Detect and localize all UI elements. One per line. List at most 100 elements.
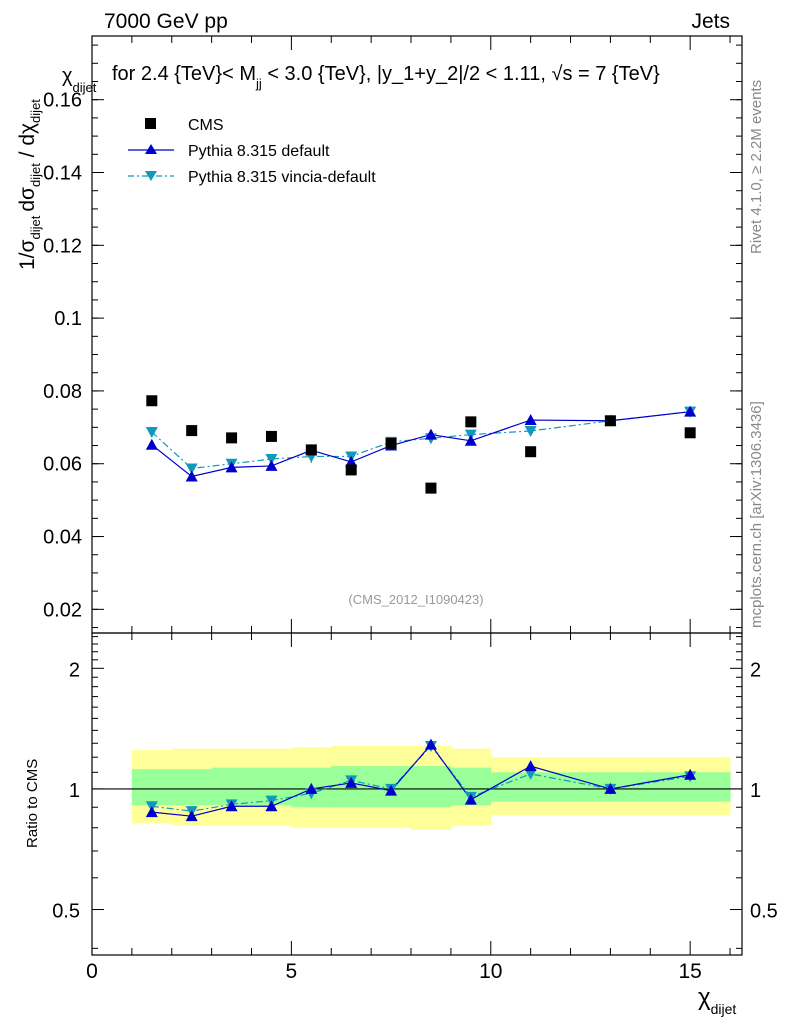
ylabel-dsigma-sub: dijet [28,163,43,187]
series-line-pythia-default [151,411,691,478]
ratio-point-pythia-default [305,782,318,794]
ratio-point-vincia [524,768,537,780]
main-ytick-label: 0.02 [43,599,82,621]
legend-cms: CMS [145,117,224,134]
ratio-line-pythia-default [151,743,691,817]
ratio-point-pythia-default [684,768,697,780]
ratio-point-pythia-default [464,793,477,805]
point-cms [345,464,357,476]
ratio-point-pythia-default [385,784,398,796]
point-cms [465,416,477,428]
legend-pythia-vincia-marker [145,171,157,181]
ratio-frame [91,632,743,956]
ratio-point-pythia-default [345,776,358,788]
point-cms [684,427,696,439]
point-cms [265,430,277,442]
rivet-label: Rivet 4.1.0, ≥ 2.2M events [748,80,765,254]
main-ticks: 0.02 0.04 0.06 0.08 0.1 0.12 0.14 0.16 [43,44,742,629]
ratio-ytick-label: 2 [69,659,80,681]
title-sub: jj [255,76,262,91]
plot-title: for 2.4 {TeV}< Mjj < 3.0 {TeV}, |y_1+y_2… [112,63,660,91]
xlabel-sub: dijet [711,1001,737,1017]
main-ylabel: 1/σdijetdσdijet / dχdijet [16,99,43,270]
point-vincia [524,425,537,437]
main-ytick-label: 0.08 [43,381,82,403]
point-pythia-default [225,461,238,473]
ylabel-prefix: 1/σ [16,239,39,270]
ratio-point-pythia-default [424,738,437,750]
point-pythia-default [424,428,437,440]
ratio-point-pythia-default [604,782,617,794]
legend-pythia-default: Pythia 8.315 default [128,143,330,160]
ratio-series [145,738,697,822]
point-cms [305,444,317,456]
ratio-ytick-label-right: 2 [750,659,761,681]
ratio-point-pythia-default [185,810,198,822]
series-line-vincia [151,411,691,470]
point-vincia [145,427,158,439]
ratio-band-inner [411,766,452,808]
legend-pythia-default-label: Pythia 8.315 default [188,143,330,160]
header-left: 7000 GeV pp [104,10,228,33]
legend-cms-marker [145,118,156,129]
ratio-band-inner [211,767,253,806]
xlabel: χdijet [698,984,736,1017]
point-vincia [265,453,278,465]
svg-text:1/σdijetdσdijet / dχdijet: 1/σdijetdσdijet / dχdijet [16,99,43,270]
analysis-watermark: (CMS_2012_I1090423) [348,592,483,607]
point-cms [425,482,437,494]
title-sqrt: √ [551,63,562,85]
ratio-point-pythia-default [265,800,278,812]
ratio-ytick-label: 1 [69,780,80,802]
point-cms [525,446,537,458]
point-cms [186,425,198,437]
main-ytick-label: 0.12 [43,235,82,257]
ylabel-dchi-sub: dijet [28,99,43,123]
point-pythia-default [524,414,537,426]
main-ytick-label: 0.04 [43,527,82,549]
xtick-label: 10 [479,960,502,983]
mcplots-label: mcplots.cern.ch [arXiv:1306.3436] [748,401,765,628]
ylabel-chi-sub: dijet [73,80,97,95]
main-ytick-label: 0.14 [43,163,82,185]
point-pythia-default [464,434,477,446]
legend-pythia-vincia: Pythia 8.315 vincia-default [128,169,376,186]
x-ticks: 0 5 10 15 [86,36,731,983]
legend: CMS Pythia 8.315 default Pythia 8.315 vi… [128,117,376,186]
ylabel-sigma-sub: dijet [28,215,43,239]
header-right: Jets [691,10,730,33]
main-series [145,395,697,494]
ratio-point-pythia-default [524,760,537,772]
ratio-bands [131,745,731,830]
point-cms [226,432,238,444]
legend-pythia-vincia-label: Pythia 8.315 vincia-default [188,169,376,186]
ratio-ticks: 0.5 0.5 1 1 2 2 [52,636,778,949]
main-ytick-label: 0.16 [43,90,82,112]
ratio-point-pythia-default [145,806,158,818]
point-cms [604,415,616,427]
xtick-label: 0 [86,960,98,983]
main-ytick-label: 0.06 [43,454,82,476]
point-cms [146,395,158,407]
point-vincia [185,463,198,475]
point-pythia-default [185,470,198,482]
ylabel-dsigma: dσ [16,187,39,212]
legend-cms-label: CMS [188,117,224,134]
ratio-ylabel: Ratio to CMS [24,759,41,848]
ratio-ytick-label-right: 1 [750,780,761,802]
legend-pythia-default-marker [145,144,157,154]
point-pythia-default [145,438,158,450]
ratio-ytick-label: 0.5 [52,901,80,923]
point-pythia-default [684,405,697,417]
point-pythia-default [265,459,278,471]
ratio-band-inner [131,769,173,806]
ratio-band-inner [171,769,213,806]
ratio-point-pythia-default [225,800,238,812]
xtick-label: 5 [286,960,298,983]
xtick-label: 15 [678,960,701,983]
main-ytick-label: 0.1 [54,308,82,330]
ylabel-chi: χdijet [62,65,97,95]
ylabel-slash: / dχ [16,123,39,163]
point-cms [385,437,397,449]
